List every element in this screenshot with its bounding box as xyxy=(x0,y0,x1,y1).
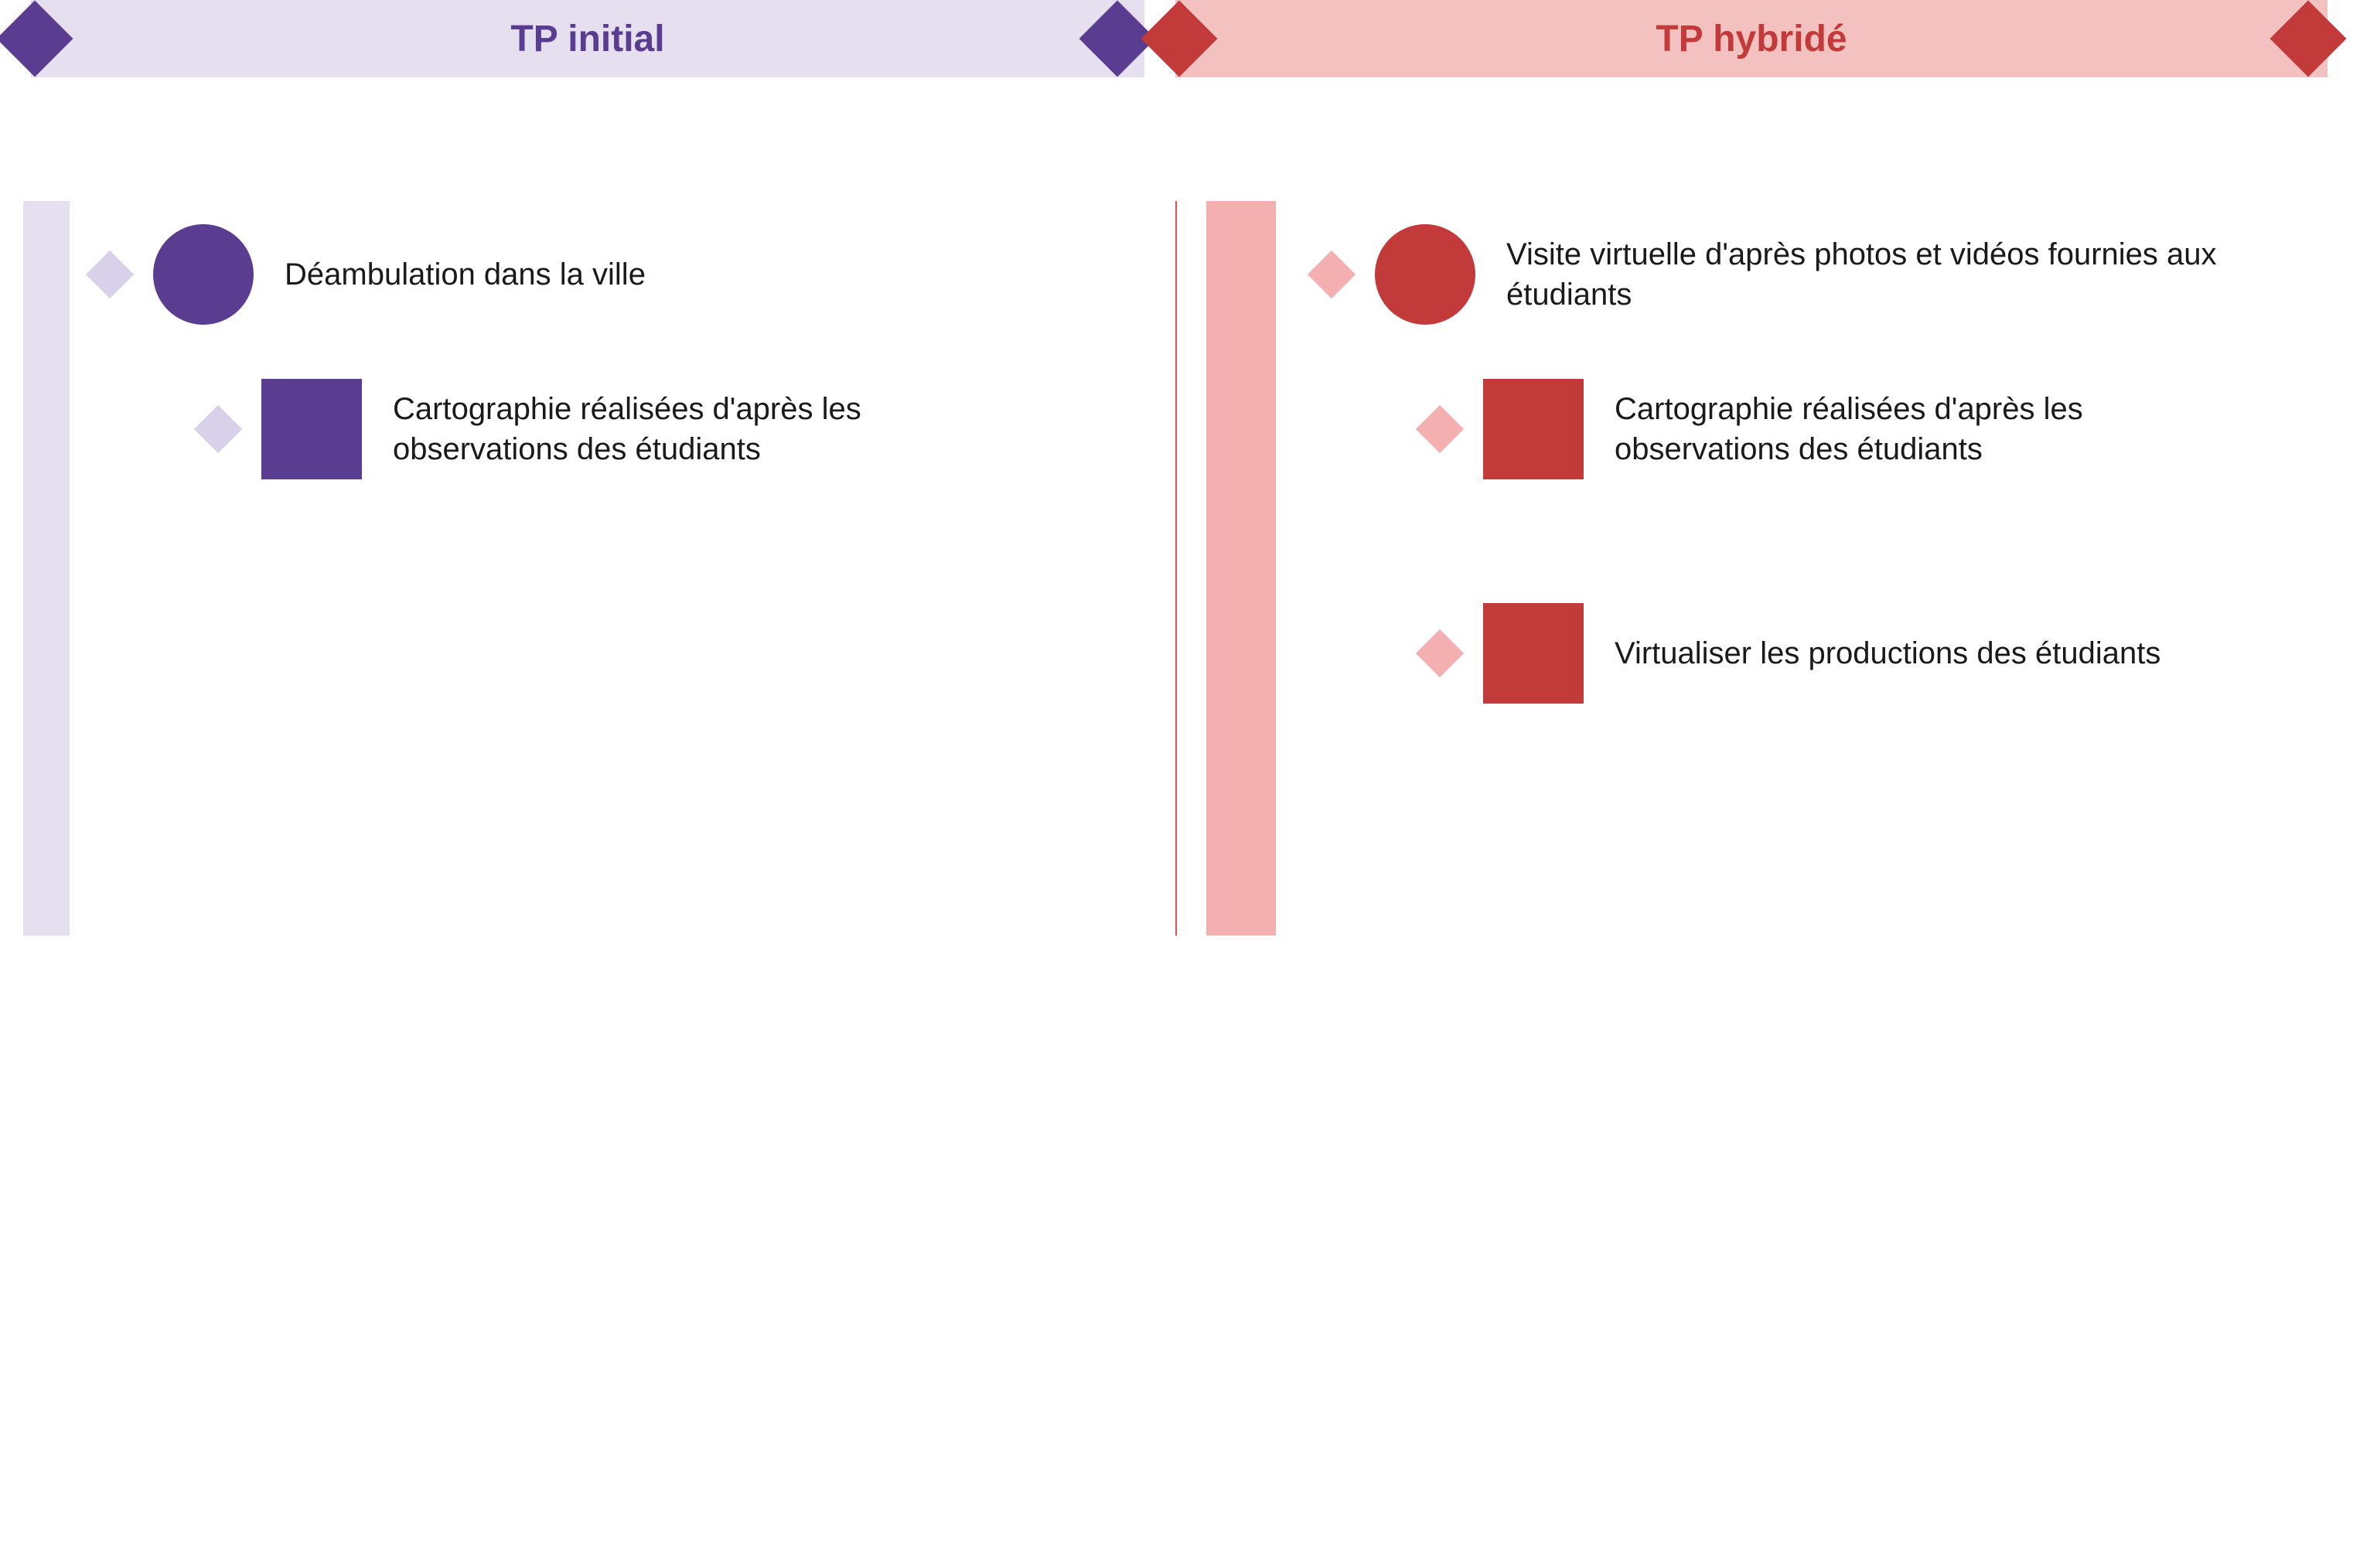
right-banner-title: TP hybridé xyxy=(1656,18,1847,60)
right-item-2: Cartographie réalisées d'après les obser… xyxy=(1423,379,2202,479)
right-item-2-text: Cartographie réalisées d'après les obser… xyxy=(1615,389,2202,469)
right-sidebar xyxy=(1206,201,1276,936)
diamond-icon xyxy=(86,251,134,298)
right-item-3: Virtualiser les productions des étudiant… xyxy=(1423,603,2202,704)
left-banner: TP initial xyxy=(31,0,1144,77)
left-item-1: Déambulation dans la ville xyxy=(93,224,980,325)
right-item-1: Visite virtuelle d'après photos et vidéo… xyxy=(1315,224,2225,325)
diamond-icon xyxy=(1416,405,1464,453)
right-item-1-text: Visite virtuelle d'après photos et vidéo… xyxy=(1506,234,2225,315)
left-sidebar xyxy=(23,201,70,936)
diamond-icon xyxy=(1416,629,1464,677)
diagram-canvas: TP initial TP hybridé Déambulation dans … xyxy=(0,0,2353,1568)
square-icon xyxy=(1483,379,1584,479)
right-banner: TP hybridé xyxy=(1175,0,2327,77)
square-icon xyxy=(261,379,362,479)
left-item-1-text: Déambulation dans la ville xyxy=(285,254,980,295)
diamond-icon xyxy=(194,405,242,453)
left-item-2: Cartographie réalisées d'après les obser… xyxy=(201,379,980,479)
right-divider-line xyxy=(1175,201,1177,936)
square-icon xyxy=(1483,603,1584,704)
left-banner-title: TP initial xyxy=(510,18,664,60)
left-item-2-text: Cartographie réalisées d'après les obser… xyxy=(393,389,980,469)
circle-icon xyxy=(1375,224,1475,325)
right-item-3-text: Virtualiser les productions des étudiant… xyxy=(1615,633,2202,673)
circle-icon xyxy=(153,224,254,325)
diamond-icon xyxy=(1308,251,1356,298)
